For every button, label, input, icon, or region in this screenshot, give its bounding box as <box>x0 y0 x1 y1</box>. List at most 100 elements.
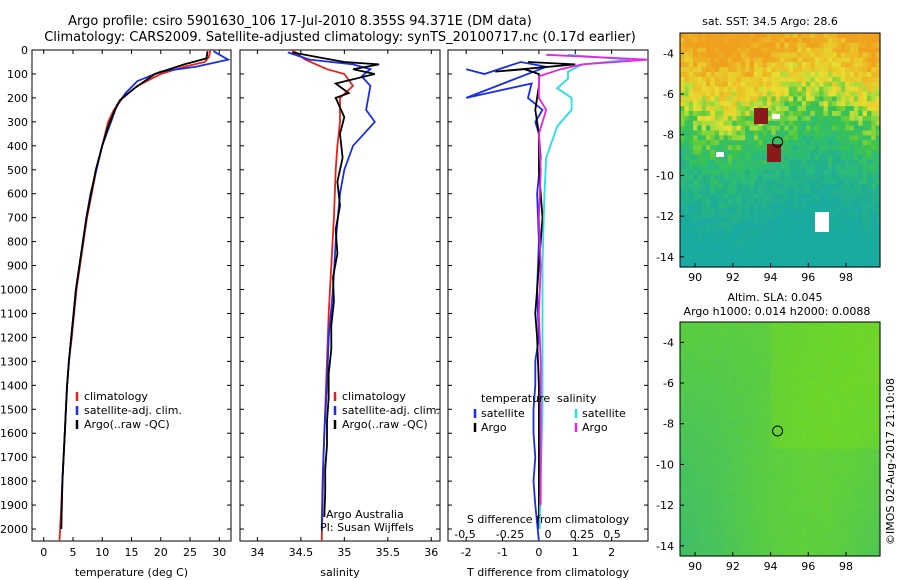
depth-tick-label: 400 <box>7 140 28 153</box>
sla_map-xtick-label: 92 <box>726 560 740 573</box>
depth-tick-label: 100 <box>7 68 28 81</box>
depth-tick-label: 2000 <box>0 523 28 536</box>
sst_map-ytick-label: -6 <box>663 88 674 101</box>
legend-label: Argo(..raw -QC) <box>84 418 170 431</box>
figure-title-line-1: Argo profile: csiro 5901630_106 17-Jul-2… <box>68 14 532 29</box>
difference-xtick-label: 0 <box>535 546 542 559</box>
depth-tick-label: 1900 <box>0 499 28 512</box>
sst_map-ytick-label: -4 <box>663 47 674 60</box>
depth-tick-label: 1300 <box>0 355 28 368</box>
sla_map-ytick-label: -8 <box>663 418 674 431</box>
depth-tick-label: 1700 <box>0 451 28 464</box>
difference-series-line <box>537 53 649 506</box>
difference-top-xtick-label: 0 <box>545 528 552 541</box>
sla_map-xtick-label: 94 <box>764 560 778 573</box>
depth-tick-label: 600 <box>7 188 28 201</box>
difference-top-xtick-label: 0.5 <box>603 528 621 541</box>
sst_map-ytick-label: -12 <box>656 210 674 223</box>
depth-tick-label: 800 <box>7 236 28 249</box>
difference-xlabel: T difference from climatology <box>466 566 629 579</box>
legend-label: satellite <box>582 407 626 420</box>
difference-top-xtick-label: -0.5 <box>454 528 475 541</box>
temperature-xtick-label: 10 <box>95 546 109 559</box>
legend-label: climatology <box>342 390 406 403</box>
salinity-xtick-label: 35 <box>337 546 351 559</box>
sst_map-heatmap <box>680 33 881 268</box>
legend-label: Argo(..raw -QC) <box>342 418 428 431</box>
sst_map-ytick-label: -10 <box>656 169 674 182</box>
salinity-frame <box>239 49 441 542</box>
sla_map-xtick-label: 98 <box>839 560 853 573</box>
difference-top-xtick-label: -0.25 <box>496 528 524 541</box>
temperature-frame <box>31 49 232 542</box>
legend-label: satellite-adj. clim. <box>84 404 182 417</box>
sst_map-xtick-label: 94 <box>764 271 778 284</box>
salinity-series-line <box>287 51 376 530</box>
sst_map-xtick-label: 98 <box>839 271 853 284</box>
difference-series-line <box>465 61 550 542</box>
legend-title-temperature: temperature <box>481 392 550 405</box>
temperature-series-line <box>58 49 212 542</box>
depth-tick-label: 1600 <box>0 427 28 440</box>
difference-xtick-label: -2 <box>461 546 472 559</box>
difference-xtick-label: -1 <box>497 546 508 559</box>
depth-tick-label: 1800 <box>0 475 28 488</box>
sst_map-frame <box>679 32 881 268</box>
temperature-xtick-label: 5 <box>69 546 76 559</box>
difference-xtick-label: 2 <box>608 546 615 559</box>
sla_map-xtick-label: 90 <box>688 560 702 573</box>
sla_map-argo-marker <box>772 425 784 437</box>
temperature-xlabel: temperature (deg C) <box>75 566 188 579</box>
depth-tick-label: 1500 <box>0 403 28 416</box>
figure-title-line-2: Climatology: CARS2009. Satellite-adjuste… <box>44 30 636 45</box>
annotation-argo-australia: Argo Australia <box>326 508 404 521</box>
sla_map-xtick-label: 96 <box>801 560 815 573</box>
sst_map-xtick-label: 90 <box>688 271 702 284</box>
legend-label: climatology <box>84 390 148 403</box>
sst-hotspot <box>767 144 781 162</box>
salinity-xtick-label: 34.5 <box>289 546 314 559</box>
sla_map-ytick-label: -12 <box>656 499 674 512</box>
temperature-xtick-label: 15 <box>125 546 139 559</box>
depth-tick-label: 300 <box>7 116 28 129</box>
depth-tick-label: 1000 <box>0 284 28 297</box>
depth-tick-label: 700 <box>7 212 28 225</box>
legend-label: satellite <box>481 407 525 420</box>
difference-top-xtick-label: 0.25 <box>570 528 595 541</box>
sla_map-ytick-label: -4 <box>663 336 674 349</box>
difference-top-xlabel: S difference from climatology <box>467 513 630 526</box>
sst-missing-data <box>815 212 829 232</box>
sst-missing-data <box>772 114 780 119</box>
temperature-xtick-label: 30 <box>212 546 226 559</box>
legend-label: Argo <box>582 421 608 434</box>
depth-tick-label: 1200 <box>0 331 28 344</box>
sla-map-subtitle: Argo h1000: 0.014 h2000: 0.0088 <box>684 305 871 318</box>
temperature-series-line <box>60 50 231 530</box>
temperature-xtick-label: 20 <box>154 546 168 559</box>
depth-tick-label: 500 <box>7 164 28 177</box>
depth-tick-label: 900 <box>7 260 28 273</box>
temperature-xtick-label: 0 <box>40 546 47 559</box>
sla_map-ytick-label: -6 <box>663 377 674 390</box>
sst_map-xtick-label: 96 <box>801 271 815 284</box>
depth-tick-label: 200 <box>7 92 28 105</box>
legend-label: satellite-adj. clim. <box>342 404 440 417</box>
temperature-series-line <box>60 51 209 530</box>
sst-map-title: sat. SST: 34.5 Argo: 28.6 <box>702 15 838 28</box>
annotation-pi: PI: Susan Wijffels <box>320 521 414 534</box>
sla_map-ytick-label: -14 <box>656 540 674 553</box>
sst-hotspot <box>754 108 768 124</box>
salinity-xtick-label: 34 <box>250 546 264 559</box>
salinity-xlabel: salinity <box>320 566 360 579</box>
sla_map-ytick-label: -10 <box>656 458 674 471</box>
imos-credit: ©IMOS 02-Aug-2017 21:10:08 <box>884 378 897 545</box>
salinity-series-line <box>292 51 380 518</box>
legend-label: Argo <box>481 421 507 434</box>
depth-tick-label: 0 <box>21 44 28 57</box>
sst_map-argo-marker <box>772 136 784 148</box>
difference-xtick-label: 1 <box>572 546 579 559</box>
sst-missing-data <box>716 152 724 157</box>
depth-tick-label: 1100 <box>0 307 28 320</box>
difference-frame <box>447 49 649 542</box>
